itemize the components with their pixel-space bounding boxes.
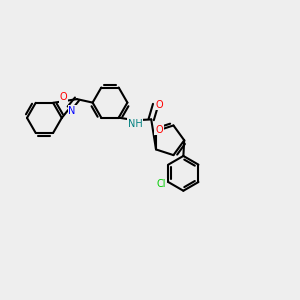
Text: N: N [68,106,76,116]
Text: O: O [155,100,163,110]
Text: Cl: Cl [157,178,166,188]
Text: O: O [155,124,163,135]
Text: O: O [60,92,68,102]
Text: NH: NH [128,119,142,129]
